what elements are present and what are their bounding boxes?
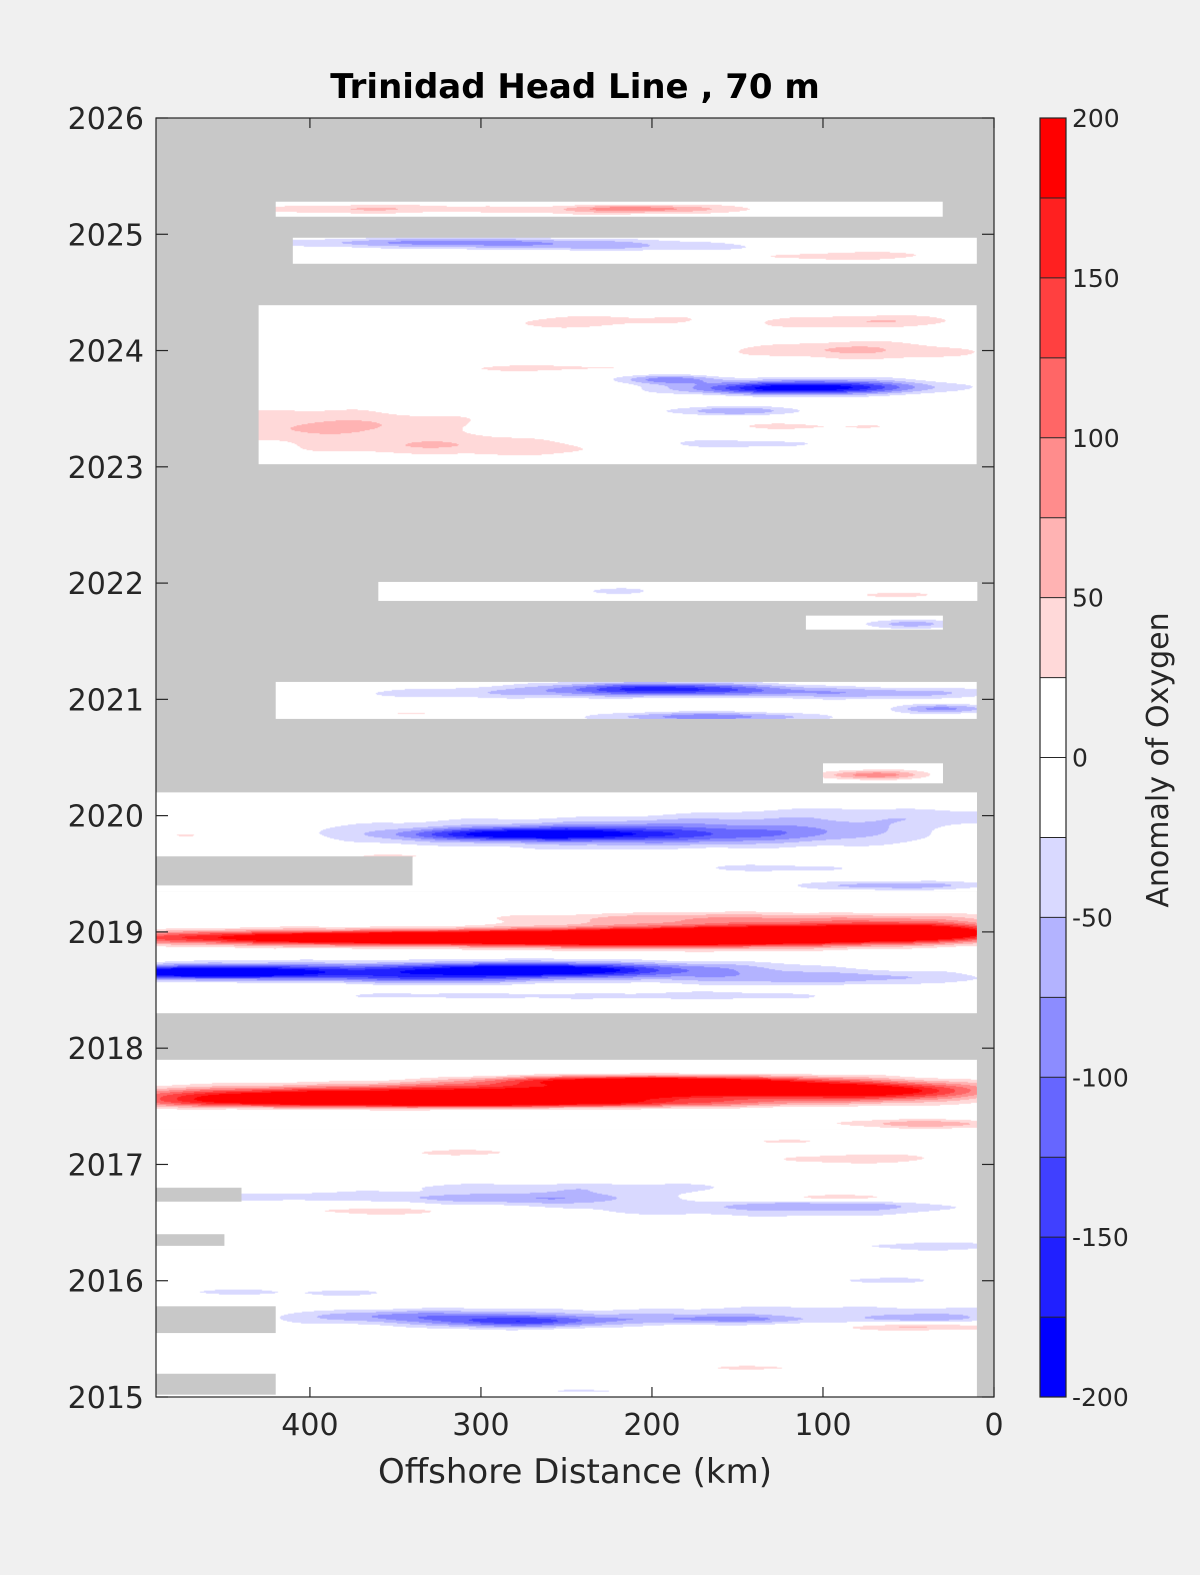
colorbar-tick-label: 150 bbox=[1072, 264, 1120, 293]
y-tick-label: 2016 bbox=[68, 1265, 144, 1300]
contour-band bbox=[156, 1129, 977, 1397]
contour-band bbox=[378, 581, 978, 601]
contour-band bbox=[822, 763, 943, 784]
x-tick-label: 0 bbox=[984, 1408, 1003, 1443]
colorbar-level bbox=[1040, 837, 1066, 918]
y-tick-label: 2025 bbox=[68, 218, 144, 253]
y-tick-label: 2020 bbox=[68, 800, 144, 835]
x-tick-label: 400 bbox=[281, 1408, 338, 1443]
contour-band bbox=[805, 615, 943, 630]
colorbar-label: Anomaly of Oxygen bbox=[1141, 612, 1176, 907]
y-axis: 2015 2016 2017 2018 2019 2020 2021 2022 2023 2024… bbox=[68, 102, 994, 1416]
contour-band bbox=[156, 1059, 977, 1130]
colorbar-tick-label: 100 bbox=[1072, 424, 1120, 453]
colorbar-level bbox=[1040, 197, 1066, 278]
y-tick-label: 2017 bbox=[68, 1148, 144, 1183]
missing-data-block bbox=[976, 891, 994, 1397]
plot-frame bbox=[155, 117, 995, 1398]
colorbar-level bbox=[1040, 997, 1066, 1078]
colorbar-level bbox=[1040, 1317, 1066, 1397]
colorbar-level bbox=[1040, 277, 1066, 358]
y-tick-label: 2015 bbox=[68, 1381, 144, 1416]
y-tick-label: 2019 bbox=[68, 916, 144, 951]
x-axis: 400 300 200 100 0 bbox=[281, 118, 1004, 1443]
chart-title: Trinidad Head Line , 70 m bbox=[330, 67, 820, 107]
missing-data-block bbox=[156, 1306, 276, 1334]
colorbar-tick-label: 0 bbox=[1072, 744, 1088, 773]
colorbar-ticks: -200 -150 -100 -50 0 50 100 150 200 bbox=[1072, 104, 1129, 1412]
y-tick-label: 2026 bbox=[68, 102, 144, 137]
colorbar-tick-label: -50 bbox=[1072, 903, 1113, 932]
colorbar-level bbox=[1040, 1237, 1066, 1318]
y-tick-label: 2024 bbox=[68, 335, 144, 370]
colorbar-level bbox=[1040, 1157, 1066, 1238]
x-tick-label: 100 bbox=[794, 1408, 851, 1443]
contour-band bbox=[275, 681, 977, 719]
y-tick-label: 2023 bbox=[68, 451, 144, 486]
missing-data-block bbox=[156, 1234, 225, 1246]
y-tick-label: 2022 bbox=[68, 567, 144, 602]
plot-area bbox=[156, 118, 994, 1397]
contour-band bbox=[292, 237, 977, 264]
colorbar-level bbox=[1040, 517, 1066, 598]
colorbar-level bbox=[1040, 677, 1066, 758]
colorbar-tick-label: 50 bbox=[1072, 584, 1104, 613]
colorbar-level bbox=[1040, 437, 1066, 518]
colorbar-tick-label: 200 bbox=[1072, 104, 1120, 133]
colorbar-frame bbox=[1039, 117, 1067, 1398]
missing-data-block bbox=[156, 1373, 276, 1395]
contour-band bbox=[156, 891, 977, 1014]
y-tick-label: 2018 bbox=[68, 1032, 144, 1067]
colorbar-tick-label: -100 bbox=[1072, 1063, 1129, 1092]
contour-band bbox=[258, 305, 977, 465]
contour-band bbox=[275, 201, 943, 217]
x-tick-label: 300 bbox=[452, 1408, 509, 1443]
missing-data-block bbox=[156, 1187, 242, 1202]
colorbar-level bbox=[1040, 357, 1066, 438]
x-tick-label: 200 bbox=[623, 1408, 680, 1443]
colorbar-tick-label: -150 bbox=[1072, 1223, 1129, 1252]
colorbar-level bbox=[1040, 1077, 1066, 1158]
colorbar-level bbox=[1040, 757, 1066, 838]
x-axis-label: Offshore Distance (km) bbox=[378, 1452, 772, 1492]
missing-data-block bbox=[156, 856, 413, 886]
colorbar-level bbox=[1040, 118, 1066, 198]
colorbar-tick-label: -200 bbox=[1072, 1383, 1129, 1412]
colorbar bbox=[1039, 117, 1067, 1398]
colorbar-level bbox=[1040, 597, 1066, 678]
colorbar-level bbox=[1040, 917, 1066, 998]
y-tick-label: 2021 bbox=[68, 683, 144, 718]
